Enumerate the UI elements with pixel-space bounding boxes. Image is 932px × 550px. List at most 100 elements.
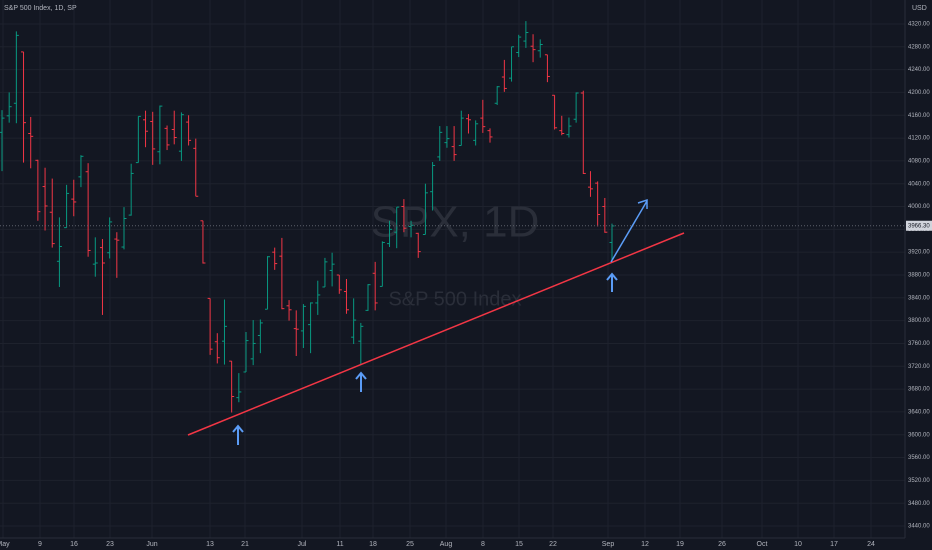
x-tick-label: Jun: [146, 541, 157, 548]
y-tick-label: 4160.00: [908, 113, 930, 119]
ohlc-bar: [430, 162, 436, 211]
ohlc-bar: [150, 111, 156, 165]
ohlc-bar: [92, 237, 98, 277]
axis: 3440.00 3480.00 3520.00 3560.00 3600.00 3640.…: [0, 22, 930, 548]
ohlc-bar: [49, 178, 55, 248]
ohlc-bar: [207, 297, 213, 355]
ohlc-bar: [336, 274, 342, 294]
y-tick-label: 3840.00: [908, 295, 930, 301]
last-price-label: 3966.30: [908, 223, 930, 229]
ohlc-bar: [509, 46, 515, 82]
up-arrow: [355, 371, 367, 392]
x-tick-label: 24: [867, 541, 875, 548]
y-tick-label: 3760.00: [908, 341, 930, 347]
y-tick-label: 3920.00: [908, 250, 930, 256]
ohlc-bar: [451, 126, 457, 161]
ohlc-bar: [35, 159, 41, 221]
y-tick-label: 4080.00: [908, 158, 930, 164]
ohlc-bar: [379, 241, 385, 287]
ohlc-bar: [372, 261, 378, 311]
ohlc-bar: [602, 197, 608, 233]
ohlc-bar: [329, 252, 335, 287]
x-tick-label: Aug: [440, 541, 453, 548]
trend-line: [187, 232, 685, 436]
ohlc-bar: [401, 199, 407, 233]
ohlc-bar: [587, 171, 593, 197]
y-tick-label: 4240.00: [908, 67, 930, 73]
y-tick-label: 4000.00: [908, 204, 930, 210]
y-tick-label: 4040.00: [908, 181, 930, 187]
ohlc-bar: [465, 114, 471, 134]
x-tick-label: 9: [38, 541, 42, 548]
y-tick-label: 3560.00: [908, 455, 930, 461]
watermark: SPX, 1D: [371, 198, 540, 247]
y-tick-label: 3440.00: [908, 524, 930, 530]
ohlc-bar: [394, 206, 400, 249]
x-tick-label: 25: [406, 541, 414, 548]
y-tick-label: 4200.00: [908, 90, 930, 96]
ohlc-bar: [171, 110, 177, 145]
x-tick-label: Sep: [602, 541, 615, 548]
x-tick-label: 12: [641, 541, 649, 548]
ohlc-bar: [193, 138, 199, 197]
y-tick-label: 3720.00: [908, 364, 930, 370]
x-tick-label: Jul: [298, 541, 307, 548]
x-tick-label: 15: [515, 541, 523, 548]
x-tick-label: 26: [718, 541, 726, 548]
ohlc-bar: [573, 92, 579, 123]
ohlc-bar: [13, 31, 19, 124]
watermark-subtitle: S&P 500 Index: [388, 288, 521, 310]
ohlc-bar: [595, 181, 601, 227]
last-price-tag: [906, 220, 932, 231]
ohlc-bar: [157, 105, 163, 165]
up-arrow: [606, 272, 618, 292]
ohlc-bar: [243, 332, 249, 373]
ohlc-bar: [71, 179, 77, 217]
ohlc-bar: [501, 59, 507, 92]
ohlc-bar: [580, 90, 586, 175]
up-arrow: [232, 424, 244, 445]
x-tick-label: 23: [106, 541, 114, 548]
x-tick-label: 17: [830, 541, 838, 548]
ohlc-bar: [293, 310, 299, 357]
ohlc-bar: [265, 256, 271, 310]
ohlc-bar: [85, 163, 91, 257]
projection-arrow: [610, 198, 648, 263]
ohlc-bar: [178, 112, 184, 161]
y-tick-label: 3680.00: [908, 387, 930, 393]
ohlc-bar: [286, 300, 292, 321]
ohlc-bar: [121, 207, 127, 250]
ohlc-bar: [544, 54, 550, 83]
x-tick-label: 10: [794, 541, 802, 548]
ohlc-bar: [387, 220, 393, 248]
x-tick-label: 21: [241, 541, 249, 548]
ohlc-bar: [566, 117, 572, 138]
x-tick-label: May: [0, 541, 10, 548]
ohlc-bar: [214, 333, 220, 364]
ohlc-bar: [135, 115, 141, 164]
y-tick-label: 4120.00: [908, 136, 930, 142]
ohlc-bar: [444, 126, 450, 148]
ohlc-bar: [300, 304, 306, 349]
ohlc-bar: [229, 360, 235, 413]
x-tick-label: 22: [549, 541, 557, 548]
ohlc-bar: [21, 51, 27, 163]
ohlc-bar: [358, 322, 364, 366]
arrows: [232, 198, 648, 445]
y-tick-label: 3640.00: [908, 409, 930, 415]
currency: USD: [912, 5, 927, 12]
ohlc-bar: [272, 247, 278, 270]
ohlc-bar: [480, 99, 486, 133]
ohlc-bar: [530, 34, 536, 63]
ohlc-bar: [343, 278, 349, 314]
y-tick-label: 3480.00: [908, 501, 930, 507]
y-tick-label: 3800.00: [908, 318, 930, 324]
ohlc-bar: [186, 115, 192, 146]
ohlc-bar: [422, 183, 428, 235]
ohlc-bar: [200, 220, 206, 264]
ohlc-bar: [99, 239, 105, 315]
ohlc-bar: [458, 110, 464, 146]
ohlc-bar: [559, 115, 565, 136]
x-tick-label: 18: [369, 541, 377, 548]
ohlc-bar: [322, 257, 328, 288]
